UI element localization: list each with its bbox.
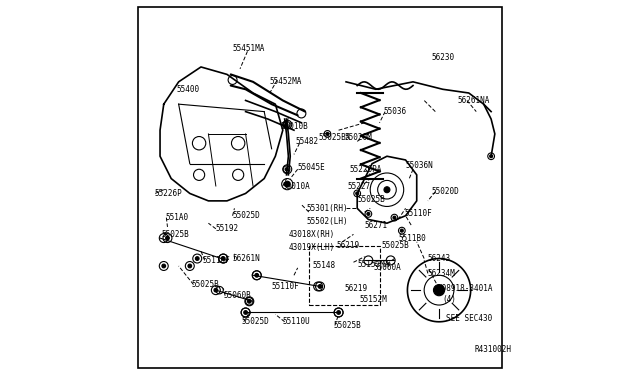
- Text: 55025D: 55025D: [242, 317, 269, 326]
- Circle shape: [244, 311, 248, 314]
- Circle shape: [384, 187, 390, 193]
- Text: 55482: 55482: [296, 137, 319, 146]
- Text: 55020D: 55020D: [431, 187, 460, 196]
- Text: N08918-3401A: N08918-3401A: [437, 284, 493, 293]
- Circle shape: [255, 273, 259, 277]
- Circle shape: [166, 236, 170, 240]
- Text: 55192: 55192: [216, 224, 239, 233]
- Text: 56234M: 56234M: [428, 269, 456, 278]
- Text: 55227: 55227: [348, 182, 371, 190]
- Circle shape: [285, 168, 288, 171]
- Text: (4): (4): [443, 295, 456, 304]
- Text: 55025BA: 55025BA: [318, 133, 351, 142]
- Text: 56219: 56219: [344, 284, 367, 293]
- Circle shape: [285, 123, 288, 126]
- Text: 43018X(RH): 43018X(RH): [289, 230, 335, 239]
- Text: 43019X(LH): 43019X(LH): [289, 243, 335, 252]
- Text: 55226PA: 55226PA: [349, 165, 382, 174]
- Circle shape: [188, 264, 191, 268]
- Text: 55010B: 55010B: [281, 122, 308, 131]
- Text: 55451MA: 55451MA: [232, 44, 265, 53]
- Circle shape: [393, 216, 396, 219]
- Text: 55025B: 55025B: [381, 241, 409, 250]
- Text: 55036N: 55036N: [406, 161, 433, 170]
- Text: 55152M: 55152M: [359, 295, 387, 304]
- Text: 551A0: 551A0: [166, 213, 189, 222]
- Circle shape: [433, 285, 445, 296]
- Text: 56243: 56243: [428, 254, 451, 263]
- Text: 55020M: 55020M: [344, 133, 372, 142]
- Text: 55110F: 55110F: [271, 282, 300, 291]
- Text: 56261NA: 56261NA: [458, 96, 490, 105]
- Text: 55025B: 55025B: [191, 280, 220, 289]
- Circle shape: [367, 212, 370, 215]
- Text: 5511B0: 5511B0: [399, 234, 427, 243]
- Text: 55502(LH): 55502(LH): [307, 217, 349, 226]
- Text: 55025B: 55025B: [333, 321, 361, 330]
- Text: 55152MA: 55152MA: [357, 260, 390, 269]
- Circle shape: [356, 192, 358, 195]
- Text: R431002H: R431002H: [474, 345, 511, 354]
- Text: 56219: 56219: [336, 241, 359, 250]
- Text: 55452MA: 55452MA: [270, 77, 302, 86]
- Text: 55110U: 55110U: [283, 317, 310, 326]
- Circle shape: [214, 288, 218, 292]
- Circle shape: [221, 257, 225, 260]
- Text: 55025B: 55025B: [162, 230, 189, 239]
- Text: 55025D: 55025D: [232, 211, 260, 220]
- Circle shape: [318, 285, 322, 288]
- Circle shape: [490, 155, 493, 158]
- Text: 55025B: 55025B: [357, 195, 385, 203]
- Text: 55148: 55148: [312, 262, 336, 270]
- Circle shape: [326, 132, 329, 135]
- Text: 55060B: 55060B: [223, 291, 251, 300]
- Circle shape: [162, 264, 166, 268]
- Text: 55226P: 55226P: [154, 189, 182, 198]
- Text: 56271: 56271: [365, 221, 388, 230]
- Bar: [309, 246, 380, 305]
- Circle shape: [284, 181, 291, 187]
- Text: 55045E: 55045E: [298, 163, 325, 172]
- Text: 55010A: 55010A: [283, 182, 310, 190]
- Text: SEE SEC430: SEE SEC430: [447, 314, 493, 323]
- Text: 55060A: 55060A: [374, 263, 402, 272]
- Circle shape: [248, 299, 251, 303]
- Circle shape: [337, 311, 340, 314]
- Circle shape: [401, 229, 403, 232]
- Text: 56261N: 56261N: [232, 254, 260, 263]
- Text: 55110F: 55110F: [203, 256, 230, 265]
- Circle shape: [195, 257, 199, 260]
- Text: 56230: 56230: [431, 53, 455, 62]
- Text: 55036: 55036: [383, 107, 406, 116]
- Text: 55110F: 55110F: [405, 209, 433, 218]
- Text: 55400: 55400: [177, 85, 200, 94]
- Text: 55301(RH): 55301(RH): [307, 204, 349, 213]
